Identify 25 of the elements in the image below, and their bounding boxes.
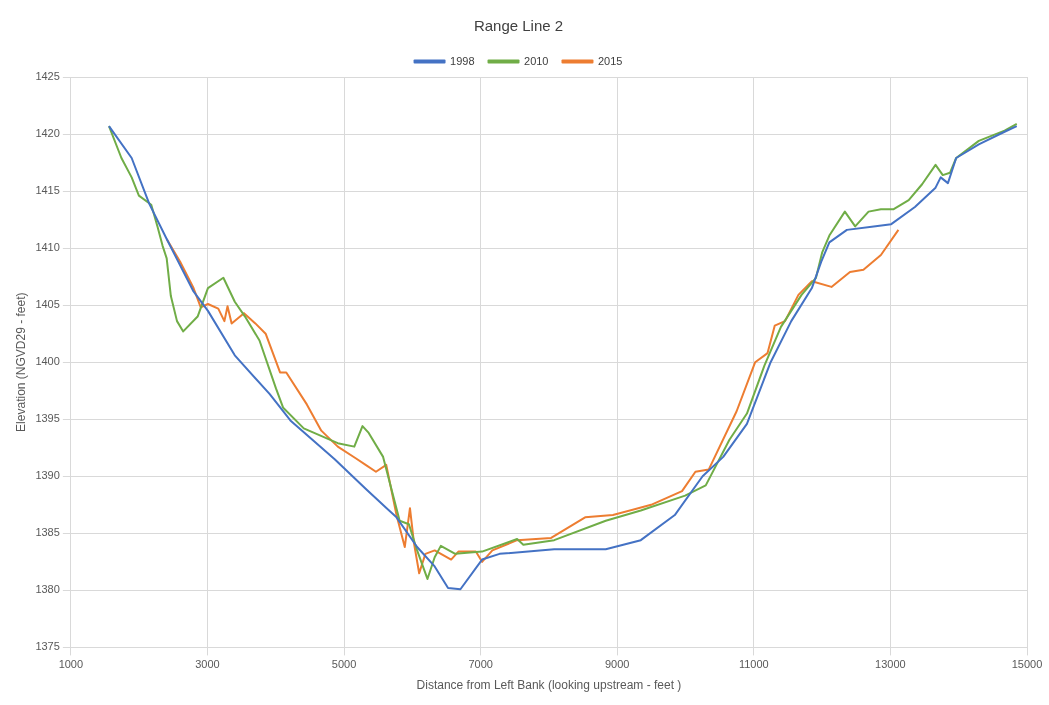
legend-label: 2010 [524,54,549,67]
x-tick-label: 3000 [195,658,220,671]
chart-title: Range Line 2 [473,17,564,35]
y-tick-label: 1385 [35,526,60,539]
y-tick-label: 1390 [35,469,60,482]
x-tick-label: 15000 [1011,658,1043,671]
y-tick-label: 1420 [35,127,60,140]
x-axis-title: Distance from Left Bank (looking upstream - feet ) [416,678,682,693]
y-tick-label: 1405 [35,298,60,311]
x-tick-label: 9000 [604,658,630,671]
x-tick-label: 7000 [468,658,493,671]
y-tick-label: 1410 [35,241,60,254]
y-tick-label: 1425 [35,70,60,83]
x-tick-label: 11000 [738,658,769,671]
x-tick-label: 13000 [875,658,906,671]
x-tick-label: 1000 [58,658,84,671]
legend-label: 1998 [450,54,475,67]
x-tick-label: 5000 [331,658,357,671]
y-tick-label: 1395 [35,412,60,425]
legend-label: 2015 [597,54,623,67]
y-axis-title: Elevation (NGVD29 - feet) [13,292,28,432]
y-tick-label: 1415 [35,184,60,197]
y-tick-label: 1380 [35,583,60,596]
y-tick-label: 1400 [35,355,60,368]
y-tick-label: 1375 [35,640,60,653]
